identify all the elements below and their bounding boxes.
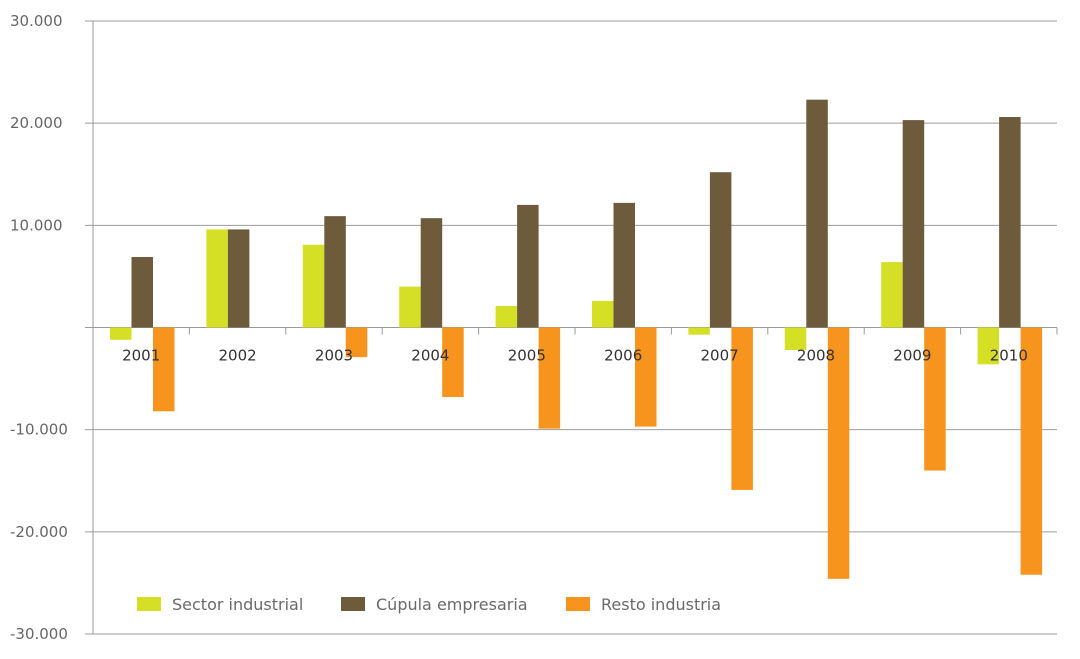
bar-cupula-empresaria-2010 [999, 117, 1021, 328]
legend-label: Resto industria [601, 595, 721, 614]
bar-resto-industria-2005 [538, 327, 561, 429]
bar-cupula-empresaria-2005 [517, 204, 539, 328]
x-category-label: 2003 [315, 347, 353, 365]
bar-sector-industrial-2009 [881, 262, 903, 328]
y-tick-label: 30.000 [10, 12, 63, 30]
y-tick-labels: 30.000 20.000 10.000 -10.000 -20.000 -30.000 [10, 12, 68, 643]
x-category-label: 2002 [219, 347, 257, 365]
bar-sector-industrial-2008 [784, 327, 807, 350]
y-tick-label: -10.000 [10, 421, 68, 439]
bar-resto-industria-2001 [153, 327, 175, 412]
y-tick-label: -20.000 [10, 523, 68, 541]
bar-resto-industria-2007 [731, 327, 753, 490]
bar-resto-industria-2008 [827, 327, 850, 579]
bar-resto-industria-2003 [345, 327, 368, 358]
bar-resto-industria-2004 [442, 327, 464, 397]
bar-resto-industria-2010 [1020, 327, 1043, 575]
x-category-label: 2004 [411, 347, 449, 365]
bar-sector-industrial-2007 [688, 327, 710, 335]
bar-cupula-empresaria-2008 [806, 99, 828, 328]
bars [110, 99, 1043, 579]
x-category-label: 2007 [701, 347, 739, 365]
bar-sector-industrial-2002 [206, 229, 228, 328]
bar-cupula-empresaria-2006 [613, 202, 635, 328]
bar-cupula-empresaria-2003 [324, 216, 346, 328]
legend-swatch [341, 597, 365, 611]
legend: Sector industrial Cúpula empresaria Resto … [137, 595, 721, 614]
x-category-label: 2010 [990, 347, 1028, 365]
x-category-label: 2001 [122, 347, 160, 365]
bar-cupula-empresaria-2002 [227, 229, 250, 328]
bar-sector-industrial-2006 [592, 300, 614, 328]
x-category-label: 2008 [797, 347, 835, 365]
x-category-label: 2005 [508, 347, 546, 365]
bar-resto-industria-2009 [924, 327, 946, 471]
y-tick-label: 20.000 [10, 114, 63, 132]
bar-cupula-empresaria-2007 [709, 172, 732, 328]
bar-sector-industrial-2003 [302, 244, 325, 328]
bar-cupula-empresaria-2004 [420, 218, 443, 328]
legend-swatch [137, 597, 161, 611]
bar-cupula-empresaria-2009 [902, 120, 925, 328]
bar-sector-industrial-2001 [110, 327, 132, 340]
x-category-label: 2009 [893, 347, 931, 365]
legend-label: Sector industrial [172, 595, 303, 614]
bar-sector-industrial-2010 [977, 327, 1000, 365]
legend-swatch [566, 597, 590, 611]
legend-label: Cúpula empresaria [376, 595, 528, 614]
bar-resto-industria-2006 [635, 327, 657, 427]
bar-cupula-empresaria-2001 [131, 257, 153, 328]
y-tick-label: 10.000 [10, 216, 63, 234]
x-category-labels: 2001 2002 2003 2004 2005 2006 2007 2008 2009 2010 [122, 347, 1028, 365]
x-category-label: 2006 [604, 347, 642, 365]
bar-sector-industrial-2004 [399, 286, 421, 328]
y-tick-label: -30.000 [10, 625, 68, 643]
bar-sector-industrial-2005 [495, 306, 518, 328]
